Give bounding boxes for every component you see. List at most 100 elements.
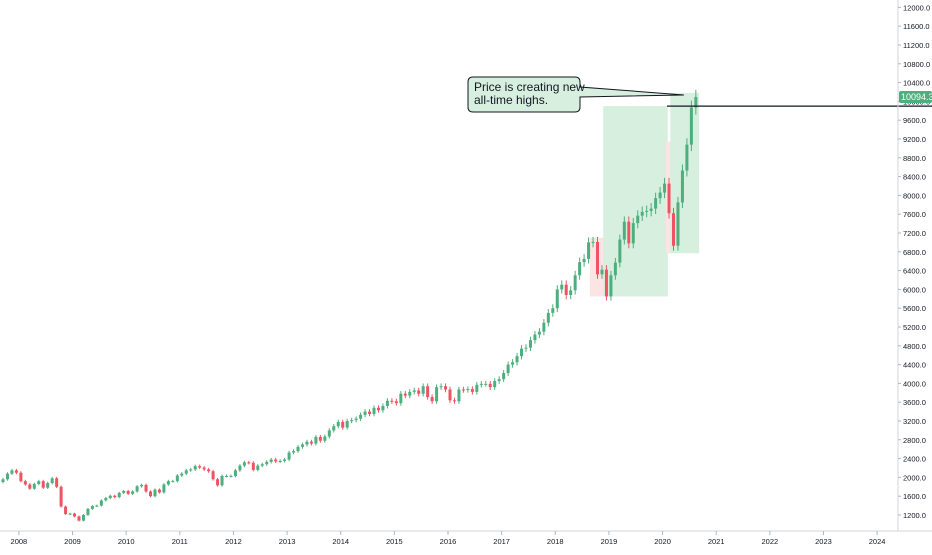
time-tick-label: 2008: [11, 537, 28, 546]
candle-body-2020-08: [694, 96, 698, 108]
candle-body-2007-10: [5, 473, 9, 480]
candle-body-2018-01: [555, 289, 559, 309]
time-tick-label: 2011: [172, 537, 188, 546]
candle-body-2011-11: [225, 475, 228, 477]
price-tick-label: 4000.0: [903, 379, 926, 388]
candle-body-2010-02: [131, 491, 135, 494]
candle-body-2007-12: [14, 470, 18, 473]
candle-body-2019-08: [640, 211, 644, 216]
time-tick-label: 2010: [118, 537, 135, 546]
time-tick-label: 2023: [815, 537, 832, 546]
price-tick-label: 10400.0: [903, 79, 930, 88]
candle-body-2015-07: [421, 386, 425, 394]
candle-body-2012-06: [256, 465, 260, 470]
candle-body-2010-11: [171, 481, 175, 483]
candle-body-2008-04: [32, 483, 36, 489]
candle-body-2013-07: [314, 436, 318, 444]
price-tick-label: 12000.0: [903, 3, 930, 12]
candle-body-2013-12: [336, 421, 340, 427]
candle-body-2015-05: [412, 390, 416, 392]
candle-body-2011-05: [198, 466, 202, 468]
candle-body-2011-02: [184, 470, 188, 474]
candle-body-2009-02: [77, 516, 81, 521]
candle-body-2015-01: [394, 401, 398, 404]
candle-body-2008-10: [59, 486, 63, 507]
time-tick-label: 2019: [601, 537, 618, 546]
price-tick-label: 8400.0: [903, 173, 926, 182]
candle-body-2019-05: [627, 221, 631, 244]
candle-body-2017-05: [520, 348, 524, 357]
candle-body-2011-07: [207, 469, 211, 472]
price-tick-label: 8800.0: [903, 154, 926, 163]
candle-body-2016-09: [484, 383, 488, 385]
candle-body-2015-11: [439, 386, 443, 388]
highlight-zone-3: [670, 92, 700, 254]
candle-body-2016-12: [497, 379, 501, 382]
candle-body-2012-11: [278, 460, 282, 462]
candle-body-2018-11: [600, 269, 604, 275]
time-tick-label: 2024: [869, 537, 886, 546]
candle-body-2014-12: [390, 400, 394, 402]
candle-body-2018-05: [573, 275, 577, 291]
candle-body-2011-03: [189, 469, 193, 471]
candle-body-2009-10: [113, 495, 117, 498]
annotation-callout[interactable]: Price is creating new all-time highs.: [467, 76, 684, 113]
candle-body-2014-01: [341, 421, 345, 428]
candle-body-2015-04: [408, 391, 412, 396]
time-tick-label: 2018: [547, 537, 564, 546]
price-tick-label: 7600.0: [903, 210, 926, 219]
candle-body-2018-10: [596, 241, 600, 275]
price-tick-label: 4800.0: [903, 342, 926, 351]
price-tick-label: 1200.0: [903, 511, 926, 520]
candle-body-2020-04: [676, 202, 680, 246]
candle-body-2008-03: [28, 484, 32, 489]
price-tick-label: 2000.0: [903, 473, 926, 482]
callout-text-line-2: all-time highs.: [474, 93, 548, 107]
candle-body-2008-06: [41, 481, 45, 488]
candle-body-2013-03: [296, 446, 300, 452]
candle-body-2018-02: [560, 284, 564, 290]
candle-body-2014-08: [372, 407, 376, 414]
candle-body-2017-11: [546, 312, 550, 323]
price-tick-label: 5200.0: [903, 323, 926, 332]
price-tick-label: 10800.0: [903, 60, 930, 69]
candle-body-2010-01: [126, 491, 130, 494]
candle-body-2012-12: [283, 459, 287, 461]
candle-body-2014-02: [345, 421, 349, 428]
candle-body-2020-03: [672, 213, 675, 246]
candle-body-2014-04: [354, 418, 358, 421]
candle-body-2013-01: [287, 452, 291, 460]
candle-body-2015-09: [430, 397, 434, 402]
candle-body-2019-09: [645, 210, 649, 212]
candle-body-2015-08: [426, 386, 430, 398]
candle-body-2012-07: [260, 464, 264, 466]
candle-body-2015-02: [399, 393, 403, 404]
candle-body-2008-08: [50, 478, 54, 484]
candle-body-2014-10: [381, 405, 385, 411]
candle-body-2012-08: [265, 461, 269, 465]
candle-body-2020-02: [667, 183, 671, 214]
candle-body-2008-01: [19, 472, 23, 482]
candle-body-2014-09: [376, 407, 380, 411]
time-axis[interactable]: 2008 2009 2010 2011 2012 2013 2014 2015 2016 2017…: [11, 531, 886, 546]
candle-body-2017-06: [524, 347, 528, 349]
candle-body-2011-09: [216, 479, 220, 486]
price-axis[interactable]: 1200.0 1600.0 2000.0 2400.0 2800.0 3200.0 3600…: [898, 3, 930, 520]
price-tick-label: 8000.0: [903, 191, 926, 200]
price-tick-label: 3600.0: [903, 398, 926, 407]
candle-body-2009-06: [95, 505, 99, 507]
price-tick-label: 2800.0: [903, 436, 926, 445]
candle-body-2013-09: [323, 436, 327, 441]
candle-body-2017-10: [542, 322, 546, 332]
candle-body-2018-07: [582, 258, 586, 263]
candle-body-2018-09: [591, 241, 595, 243]
current-price-tag: 10094.3: [899, 90, 932, 103]
price-tick-label: 2400.0: [903, 455, 926, 464]
candle-body-2016-01: [448, 389, 452, 401]
price-tick-label: 7200.0: [903, 229, 926, 238]
candle-body-2010-09: [162, 484, 166, 493]
candle-body-2014-03: [350, 420, 354, 422]
candle-body-2019-12: [658, 192, 662, 199]
